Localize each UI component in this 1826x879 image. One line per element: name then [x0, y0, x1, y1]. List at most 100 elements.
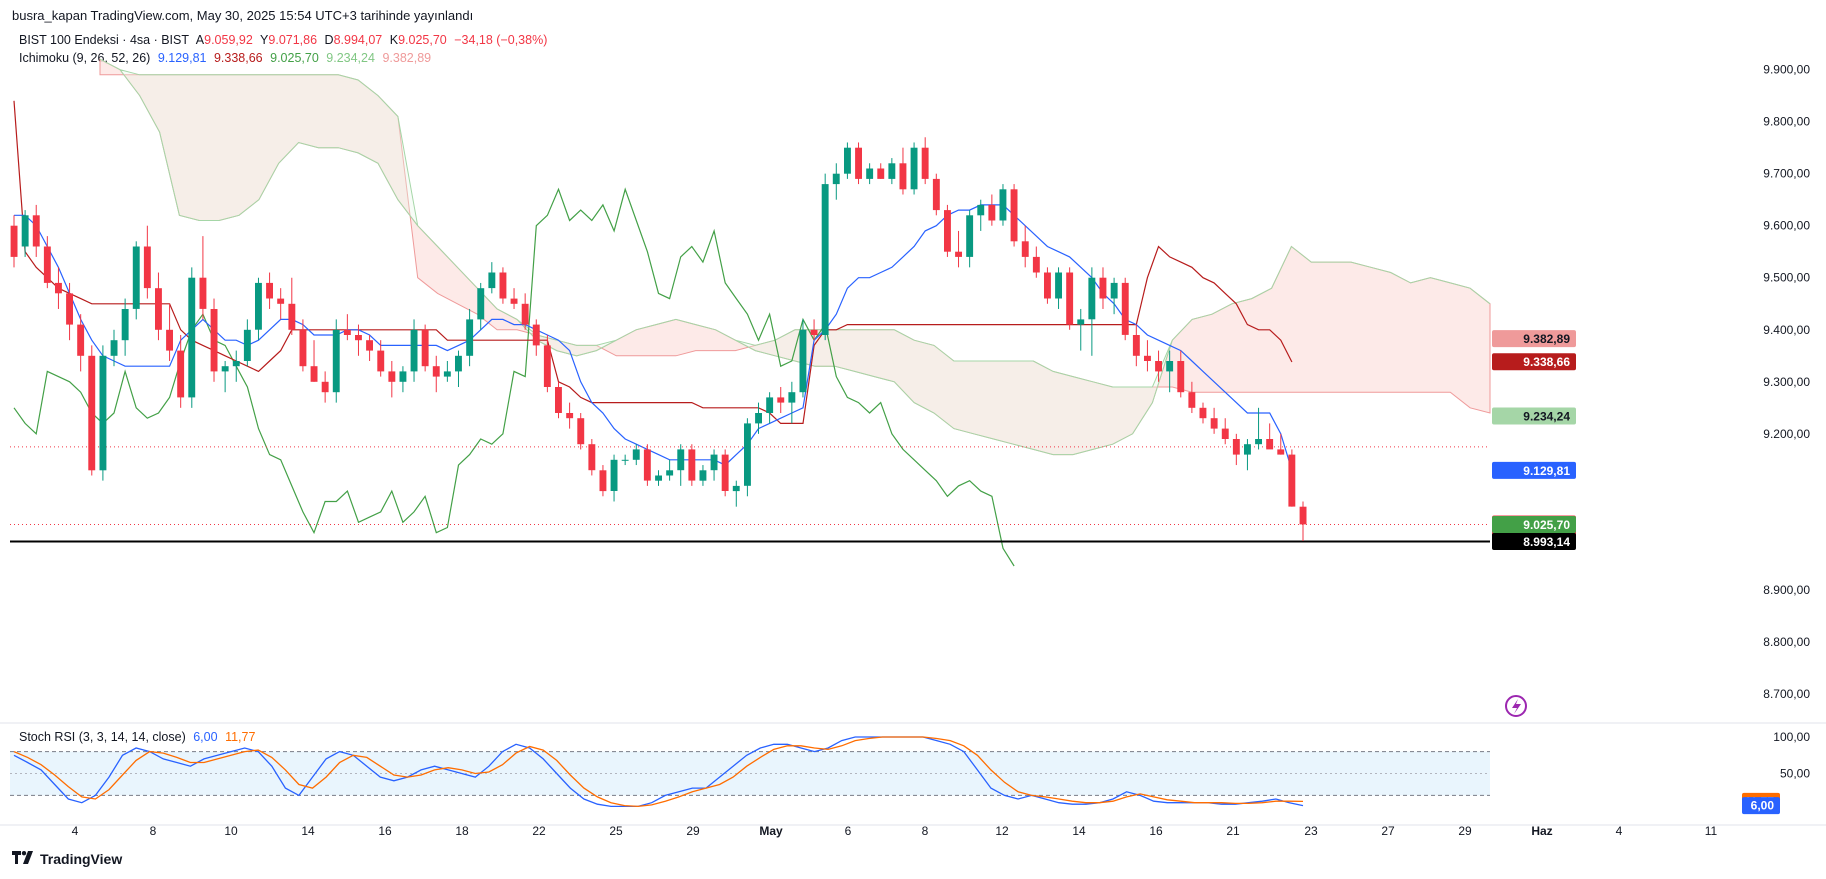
price-tag-label: 9.129,81 — [1523, 464, 1570, 478]
candle-body — [355, 335, 362, 341]
candle-body — [1110, 282, 1118, 299]
candle-body — [699, 470, 707, 481]
candle-body — [599, 470, 607, 492]
x-tick-label: 4 — [72, 824, 79, 838]
candle-body — [988, 204, 996, 221]
x-tick-label: May — [759, 824, 783, 838]
candle-body — [621, 459, 629, 461]
candle-body — [32, 215, 40, 247]
candle-body — [210, 309, 218, 372]
candle-body — [166, 329, 173, 351]
x-tick-label: 4 — [1616, 824, 1623, 838]
candle-body — [88, 355, 96, 471]
candle-body — [55, 282, 62, 294]
candle-body — [1144, 355, 1151, 361]
candle-body — [66, 293, 73, 325]
kijun-value: 9.338,66 — [213, 51, 263, 65]
candle-body — [321, 381, 329, 393]
x-tick-label: 14 — [1072, 824, 1086, 838]
footer-brand: TradingView — [12, 851, 122, 867]
candle-body — [899, 163, 907, 190]
x-tick-label: 8 — [922, 824, 929, 838]
y-tick-label: 9.800,00 — [1763, 115, 1810, 129]
candle-body — [1066, 272, 1074, 325]
x-tick-label: 18 — [455, 824, 469, 838]
stoch-legend[interactable]: Stoch RSI (3, 3, 14, 14, close) 6,00 11,… — [19, 730, 259, 744]
candle-body — [1044, 272, 1051, 299]
candle-body — [810, 329, 818, 335]
candle-body — [455, 355, 462, 372]
x-tick-label: 23 — [1304, 824, 1318, 838]
x-tick-label: 8 — [150, 824, 157, 838]
ohlc-open: A9.059,92 — [195, 33, 253, 47]
main-legend: BIST 100 Endeksi · 4sa · BIST A9.059,92 … — [19, 33, 551, 47]
price-tag — [1492, 516, 1576, 534]
candle-body — [1099, 277, 1107, 299]
price-tag — [1492, 532, 1576, 550]
candle-body — [821, 184, 829, 335]
tenkan-value: 9.129,81 — [157, 51, 207, 65]
candle-body — [1177, 361, 1185, 393]
candle-body — [1266, 439, 1274, 450]
price-tag-label: 9.025,70 — [1523, 518, 1570, 532]
x-tick-label: 29 — [1458, 824, 1472, 838]
candle-body — [688, 449, 696, 481]
y-tick-label: 8.800,00 — [1763, 635, 1810, 649]
candle-body — [21, 215, 29, 247]
candle-body — [99, 355, 107, 471]
candle-body — [121, 309, 129, 341]
symbol-name[interactable]: BIST 100 Endeksi · 4sa · BIST — [19, 33, 189, 47]
candle-body — [432, 366, 440, 377]
lightning-icon-ring — [1505, 695, 1527, 717]
y-tick-label: 9.600,00 — [1763, 219, 1810, 233]
candle-body — [521, 303, 529, 325]
candle-body — [1088, 277, 1096, 320]
x-tick-label: 25 — [609, 824, 623, 838]
candle-body — [921, 147, 929, 179]
candle-body — [632, 449, 640, 460]
tradingview-logo-icon — [12, 851, 34, 867]
candle-body — [299, 329, 307, 367]
x-tick-label: 6 — [845, 824, 852, 838]
span-a-value: 9.234,24 — [326, 51, 375, 65]
lightning-icon[interactable] — [1505, 695, 1527, 717]
candle-body — [343, 329, 351, 335]
stoch-name: Stoch RSI (3, 3, 14, 14, close) — [19, 730, 186, 744]
stoch-d-value: 11,77 — [225, 730, 256, 744]
candle-body — [110, 340, 118, 356]
ichimoku-legend[interactable]: Ichimoku (9, 26, 52, 26) 9.129,81 9.338,… — [19, 51, 435, 65]
x-tick-label: 14 — [301, 824, 315, 838]
candle-body — [732, 485, 740, 492]
candle-body — [832, 173, 840, 185]
chikou-line — [13, 187, 1015, 567]
candle-body — [766, 397, 774, 413]
candle-body — [643, 449, 651, 481]
candle-body — [488, 272, 496, 289]
candle-body — [332, 329, 340, 393]
candle-body — [666, 470, 674, 476]
tenkan-line — [14, 204, 1293, 471]
candle-body — [77, 324, 85, 356]
candle-body — [588, 444, 596, 471]
x-tick-label: 27 — [1381, 824, 1395, 838]
span-b-value: 9.382,89 — [382, 51, 432, 65]
stoch-d-line — [13, 736, 1304, 808]
x-tick-label: 21 — [1226, 824, 1240, 838]
y-tick-label: 8.900,00 — [1763, 583, 1810, 597]
candle-body — [143, 246, 151, 289]
candle-body — [755, 413, 762, 424]
price-tag-label: 9.234,24 — [1523, 410, 1570, 424]
price-tag — [1492, 353, 1576, 371]
candle-body — [944, 210, 951, 252]
stoch-y-tick-label: 50,00 — [1780, 767, 1810, 781]
candle-body — [399, 371, 407, 382]
candle-body — [1021, 241, 1029, 257]
lightning-icon-bolt — [1512, 699, 1521, 714]
stoch-price-tag-label: 6,00 — [1751, 799, 1775, 813]
candle-body — [1032, 256, 1040, 273]
stoch-price-tag — [1742, 797, 1780, 815]
candle-body — [1132, 335, 1140, 356]
candle-body — [655, 475, 662, 481]
y-tick-label: 9.400,00 — [1763, 323, 1810, 337]
